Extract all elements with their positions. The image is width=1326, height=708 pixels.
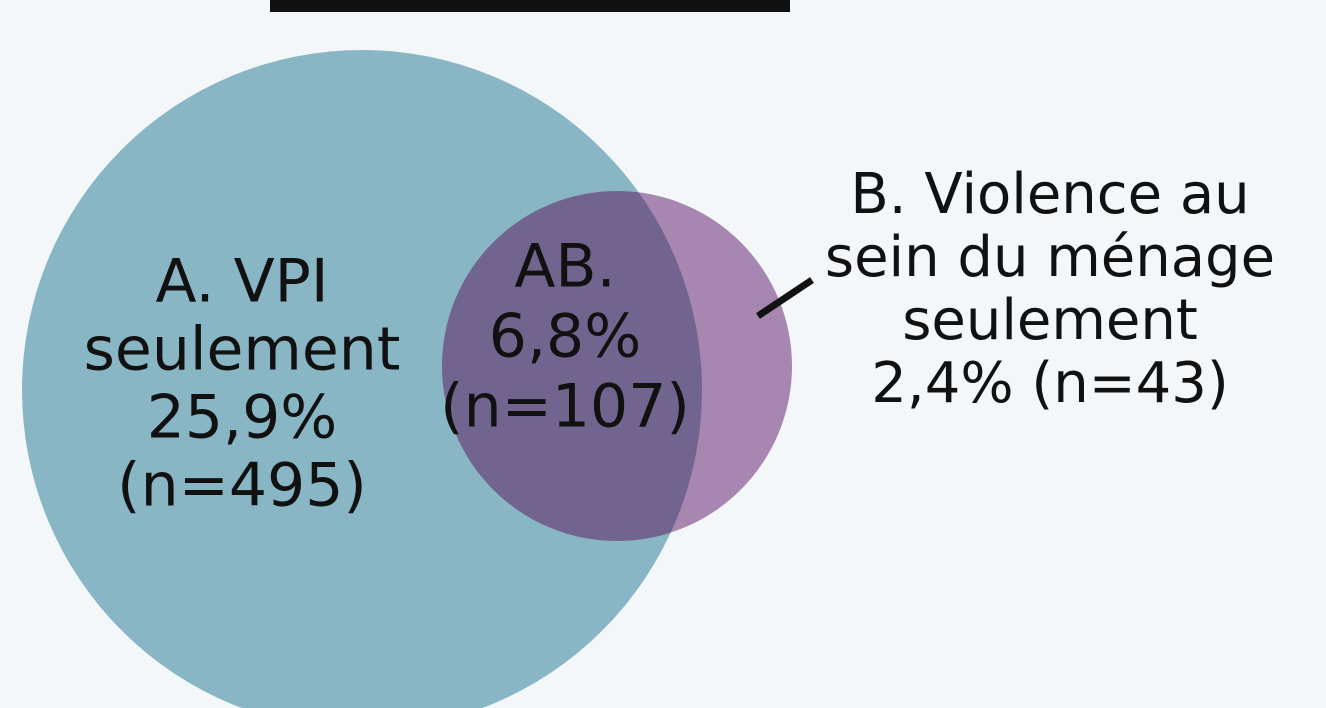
region-b-label: sein du ménage [825, 225, 1275, 290]
labels: A. VPIseulement25,9%(n=495)AB.6,8%(n=107… [84, 162, 1275, 520]
leader-line [756, 277, 814, 319]
cropped-title [270, 0, 790, 12]
region-a-label: (n=495) [117, 451, 367, 521]
region-ab-label: (n=107) [440, 372, 690, 442]
region-ab-label: 6,8% [489, 302, 641, 372]
overlap-ab [442, 191, 702, 541]
region-b-label: B. Violence au [850, 162, 1249, 227]
region-b-label: 2,4% (n=43) [871, 351, 1228, 416]
region-a-label: seulement [84, 315, 401, 385]
region-a-label: A. VPI [155, 247, 328, 317]
region-b-label: seulement [902, 288, 1198, 353]
region-ab-label: AB. [514, 232, 615, 302]
region-a-label: 25,9% [147, 383, 338, 453]
